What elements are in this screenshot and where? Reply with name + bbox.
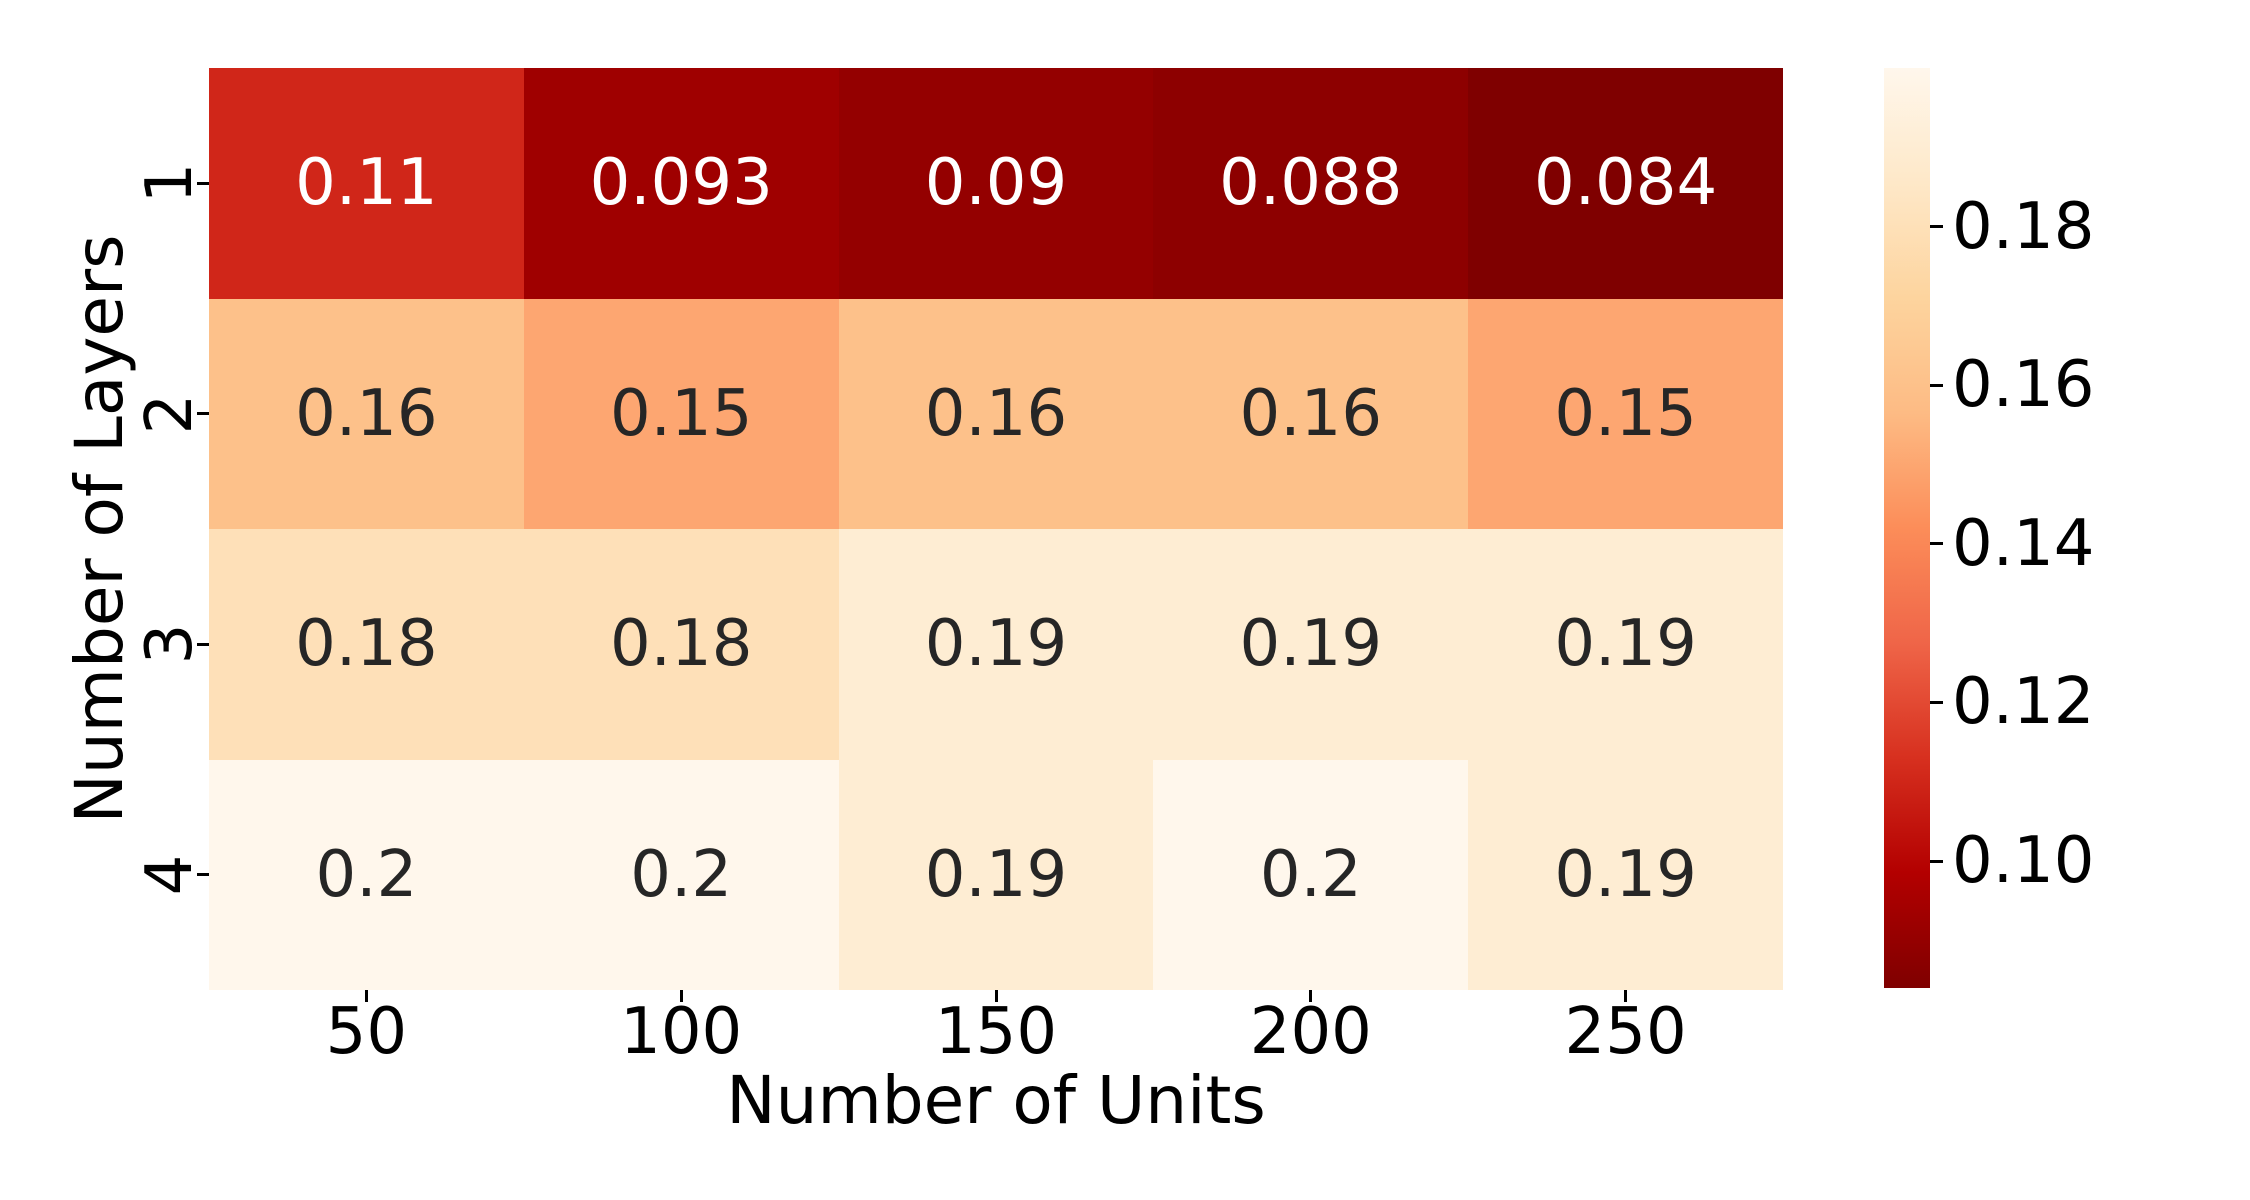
colorbar-tick-label-0.10: 0.10 — [1952, 824, 2095, 899]
y-tick-mark — [197, 181, 209, 185]
heatmap-cell-r1-c5: 0.084 — [1468, 68, 1783, 299]
y-tick-mark — [197, 412, 209, 416]
x-tick-mark — [1309, 990, 1313, 1002]
heatmap-cell-r4-c2: 0.2 — [523, 759, 839, 990]
heatmap-plot-area: 0.11 0.093 0.09 0.088 0.084 0.16 0.15 0.16 0.16 0… — [209, 68, 1783, 990]
x-tick-mark — [1624, 990, 1628, 1002]
colorbar-tick-label-0.16: 0.16 — [1952, 348, 2095, 423]
x-tick-label-100: 100 — [620, 995, 743, 1069]
x-tick-label-200: 200 — [1249, 995, 1372, 1069]
heatmap-cell-r4-c1: 0.2 — [209, 759, 524, 990]
heatmap-cell-r1-c2: 0.093 — [523, 68, 839, 299]
x-tick-mark — [364, 990, 368, 1002]
y-tick-label-3: 3 — [133, 623, 207, 665]
heatmap-cell-r3-c1: 0.18 — [209, 529, 524, 760]
heatmap-cell-r3-c4: 0.19 — [1153, 529, 1469, 760]
heatmap-cell-r2-c5: 0.15 — [1468, 298, 1783, 529]
heatmap-cell-r1-c1: 0.11 — [209, 68, 524, 299]
colorbar-tick-mark — [1930, 383, 1943, 387]
heatmap-cell-r4-c4: 0.2 — [1153, 759, 1469, 990]
heatmap-cell-r4-c5: 0.19 — [1468, 759, 1783, 990]
heatmap-cell-r2-c2: 0.15 — [523, 298, 839, 529]
colorbar-tick-mark — [1930, 542, 1943, 546]
heatmap-cell-r1-c3: 0.09 — [838, 68, 1154, 299]
heatmap-cell-r3-c5: 0.19 — [1468, 529, 1783, 760]
colorbar-tick-label-0.14: 0.14 — [1952, 506, 2095, 581]
x-tick-label-50: 50 — [325, 995, 408, 1069]
heatmap-cell-r2-c3: 0.16 — [838, 298, 1154, 529]
heatmap-cell-r1-c4: 0.088 — [1153, 68, 1469, 299]
colorbar — [1884, 68, 1930, 988]
colorbar-tick-mark — [1930, 700, 1943, 704]
colorbar-tick-mark — [1930, 225, 1943, 229]
colorbar-tick-label-0.12: 0.12 — [1952, 665, 2095, 740]
x-tick-mark — [994, 990, 998, 1002]
colorbar-tick-label-0.18: 0.18 — [1952, 189, 2095, 264]
heatmap-cell-r2-c4: 0.16 — [1153, 298, 1469, 529]
x-tick-mark — [679, 990, 683, 1002]
x-axis-label: Number of Units — [726, 1062, 1266, 1139]
y-tick-label-4: 4 — [133, 854, 207, 896]
y-tick-mark — [197, 873, 209, 877]
y-axis-label: Number of Layers — [61, 234, 138, 824]
x-tick-label-250: 250 — [1564, 995, 1687, 1069]
heatmap-cell-r3-c2: 0.18 — [523, 529, 839, 760]
heatmap-cell-r3-c3: 0.19 — [838, 529, 1154, 760]
heatmap-cell-r4-c3: 0.19 — [838, 759, 1154, 990]
x-tick-label-150: 150 — [934, 995, 1058, 1069]
colorbar-tick-mark — [1930, 859, 1943, 863]
heatmap-cell-r2-c1: 0.16 — [209, 298, 524, 529]
y-tick-label-2: 2 — [133, 393, 207, 435]
y-tick-label-1: 1 — [133, 162, 207, 204]
y-tick-mark — [197, 642, 209, 646]
